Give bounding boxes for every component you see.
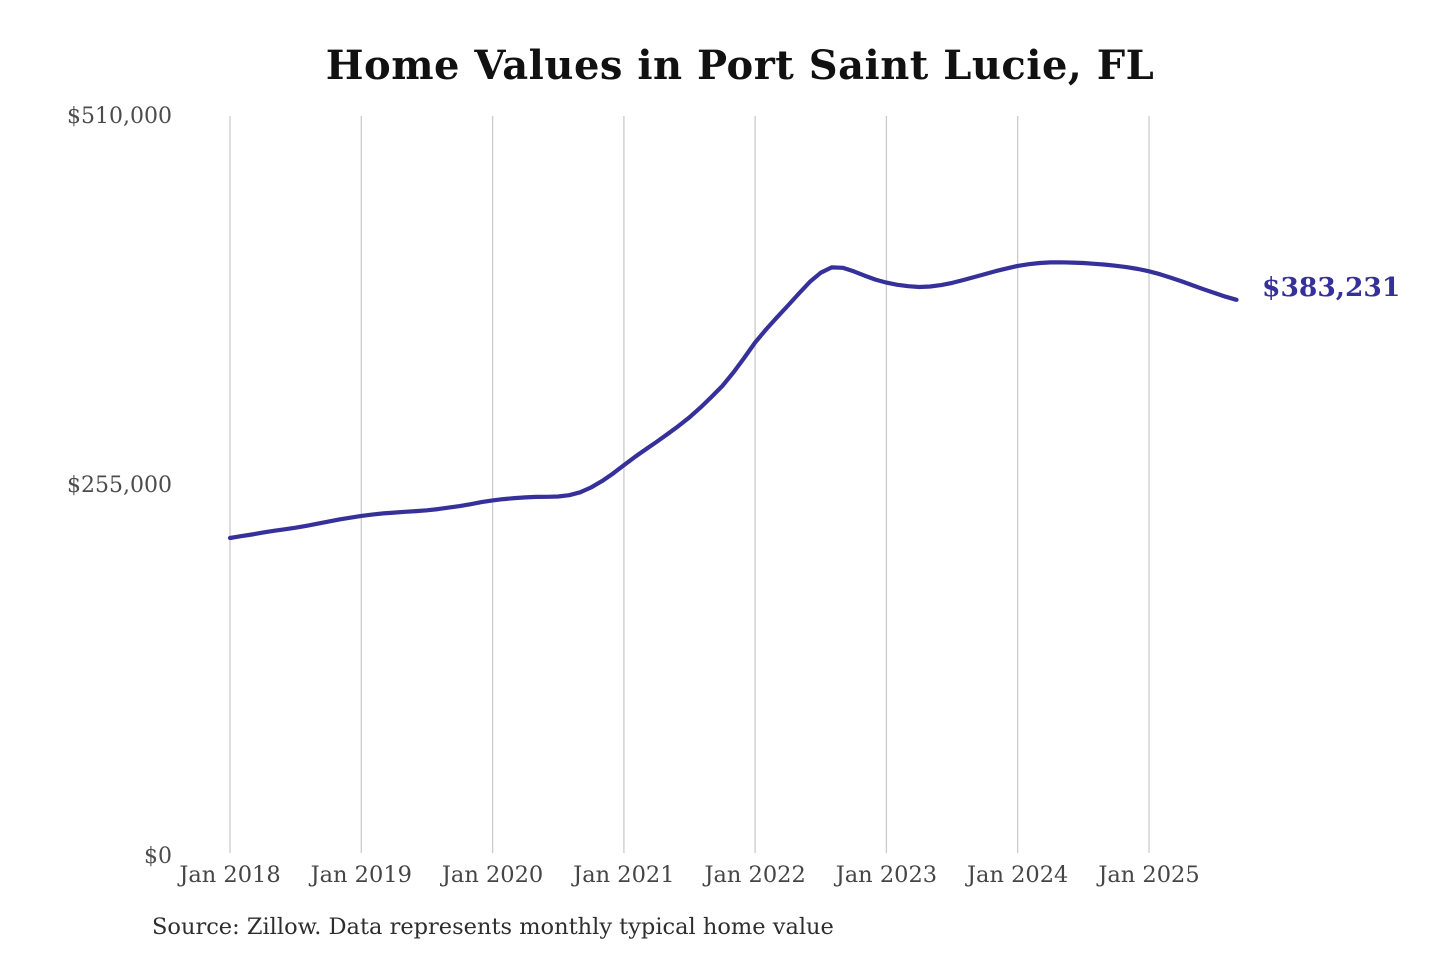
y-axis-tick-0: $0	[144, 844, 172, 869]
x-tick-label: Jan 2019	[310, 862, 412, 888]
chart-title: Home Values in Port Saint Lucie, FL	[325, 42, 1155, 89]
series-line	[227, 260, 1239, 541]
x-tick-label: Jan 2022	[704, 862, 806, 888]
x-tick-label: Jan 2021	[573, 862, 675, 888]
x-tick-label: Jan 2024	[967, 862, 1069, 888]
gridlines	[229, 116, 1150, 853]
x-tick-label: Jan 2023	[835, 862, 938, 888]
source-note: Source: Zillow. Data represents monthly …	[152, 914, 834, 940]
y-axis-tick-510000: $510,000	[67, 104, 172, 129]
x-tick-label: Jan 2020	[441, 862, 544, 888]
y-axis-tick-255000: $255,000	[67, 473, 172, 498]
x-tick-label: Jan 2025	[1098, 862, 1200, 888]
latest-value-label: $383,231	[1262, 272, 1401, 303]
x-tick-label: Jan 2018	[179, 862, 281, 888]
